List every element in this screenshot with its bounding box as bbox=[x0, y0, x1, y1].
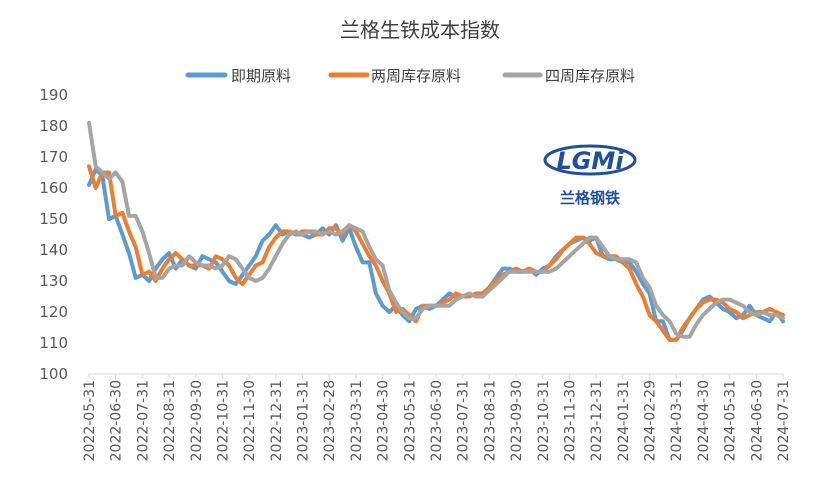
y-tick-label: 130 bbox=[39, 272, 68, 290]
y-tick-label: 190 bbox=[39, 86, 68, 104]
watermark-logo: LGMi 兰格钢铁 bbox=[543, 144, 637, 207]
series-line-2 bbox=[87, 120, 785, 339]
x-tick-label: 2024-03-31 bbox=[669, 380, 685, 461]
x-tick-label: 2022-06-30 bbox=[109, 380, 125, 461]
y-tick-label: 180 bbox=[39, 117, 68, 135]
x-tick-label: 2023-03-31 bbox=[349, 380, 365, 461]
x-tick-label: 2023-08-31 bbox=[482, 380, 498, 461]
legend-label-1: 两周库存原料 bbox=[371, 67, 461, 85]
x-tick-label: 2023-05-31 bbox=[402, 380, 418, 461]
x-tick-label: 2024-07-31 bbox=[776, 380, 792, 461]
y-tick-label: 150 bbox=[39, 210, 68, 228]
x-tick-label: 2022-05-31 bbox=[82, 380, 98, 461]
x-tick-label: 2023-10-31 bbox=[536, 380, 552, 461]
y-tick-label: 110 bbox=[39, 334, 68, 352]
y-tick-label: 160 bbox=[39, 179, 68, 197]
legend-label-0: 即期原料 bbox=[231, 67, 291, 85]
logo-mark: LGMi bbox=[556, 147, 624, 175]
x-tick-label: 2024-06-30 bbox=[749, 380, 765, 461]
legend-label-2: 四周库存原料 bbox=[545, 67, 635, 85]
y-tick-label: 140 bbox=[39, 241, 68, 259]
x-tick-label: 2023-12-31 bbox=[589, 380, 605, 461]
x-tick-label: 2022-07-31 bbox=[135, 380, 151, 461]
x-tick-label: 2022-12-31 bbox=[269, 380, 285, 461]
x-tick-label: 2022-11-30 bbox=[242, 380, 258, 461]
logo-ellipse-icon bbox=[543, 144, 637, 176]
logo-chinese-text: 兰格钢铁 bbox=[560, 189, 620, 207]
x-tick-label: 2023-11-30 bbox=[562, 380, 578, 461]
x-tick-label: 2024-05-31 bbox=[723, 380, 739, 461]
x-tick-label: 2024-01-31 bbox=[616, 380, 632, 461]
x-tick-label: 2023-09-30 bbox=[509, 380, 525, 461]
y-tick-label: 120 bbox=[39, 303, 68, 321]
x-axis: 2022-05-31 2022-06-30 2022-07-31 2022-08-31… bbox=[82, 373, 792, 461]
y-tick-label: 170 bbox=[39, 148, 68, 166]
series-lines bbox=[87, 120, 785, 342]
x-tick-label: 2024-02-29 bbox=[643, 380, 659, 461]
series-line-1 bbox=[87, 164, 785, 342]
chart-title: 兰格生铁成本指数 bbox=[340, 18, 500, 42]
x-tick-label: 2022-09-30 bbox=[189, 380, 205, 461]
x-tick-label: 2022-10-31 bbox=[215, 380, 231, 461]
series-line-0 bbox=[87, 167, 785, 342]
x-tick-label: 2023-01-31 bbox=[296, 380, 312, 461]
x-tick-label: 2023-04-30 bbox=[376, 380, 392, 461]
y-axis: 100 110 120 130 140 150 160 170 180 190 bbox=[39, 86, 68, 383]
x-tick-label: 2023-07-31 bbox=[456, 380, 472, 461]
x-tick-label: 2023-06-30 bbox=[429, 380, 445, 461]
y-tick-label: 100 bbox=[39, 365, 68, 383]
x-tick-label: 2023-02-28 bbox=[322, 380, 338, 461]
x-tick-label: 2022-08-31 bbox=[162, 380, 178, 461]
x-tick-label: 2024-04-30 bbox=[696, 380, 712, 461]
legend: 即期原料 两周库存原料 四周库存原料 bbox=[185, 67, 635, 85]
